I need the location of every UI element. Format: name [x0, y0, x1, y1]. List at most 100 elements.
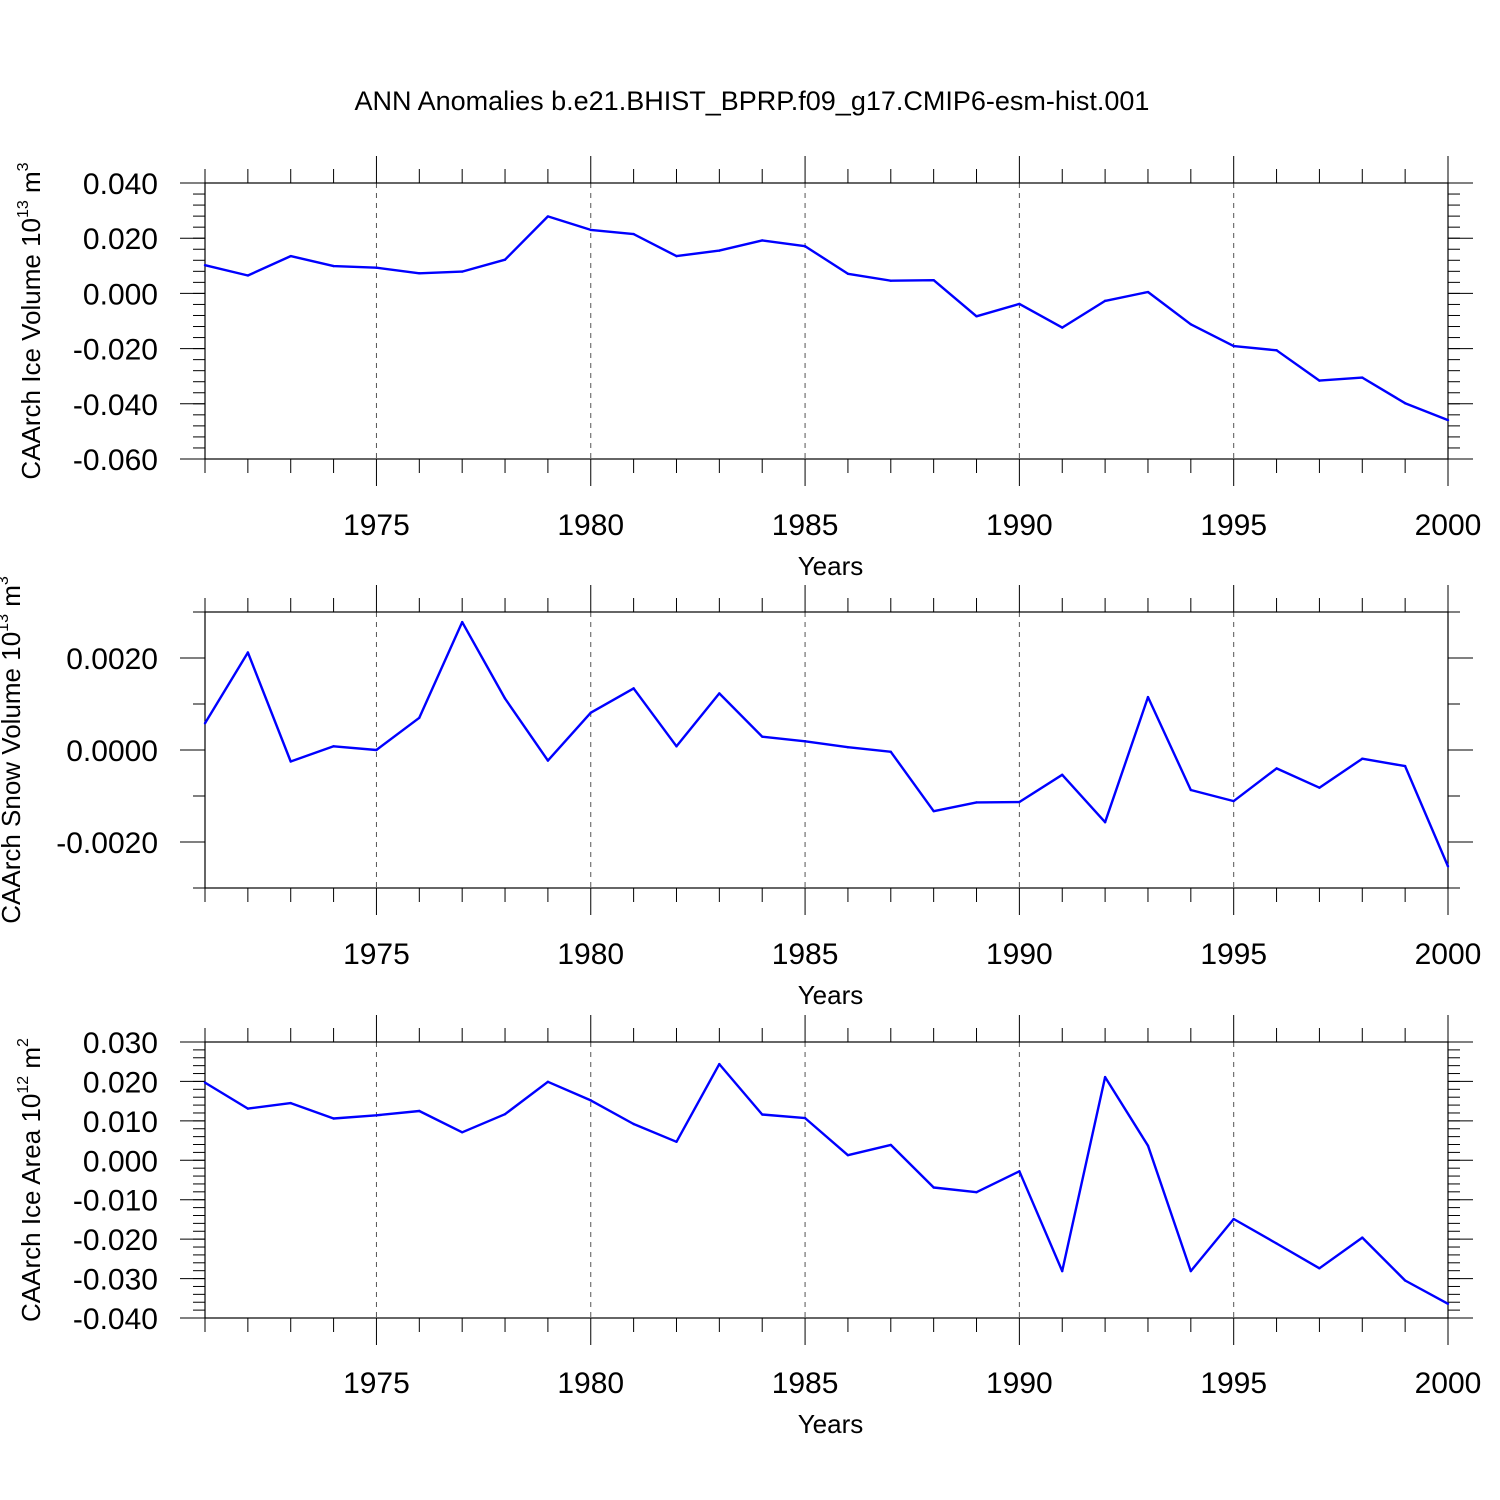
data-point	[1018, 302, 1021, 306]
x-tick-label: 1975	[343, 1367, 410, 1400]
y-tick-label: 0.030	[83, 1027, 158, 1060]
series-line	[204, 1062, 1449, 1305]
data-point	[846, 272, 850, 276]
y-tick-label: -0.010	[73, 1185, 158, 1218]
y-tick-label: 0.040	[83, 168, 158, 201]
data-point	[675, 745, 678, 748]
y-axis-label-unit: m	[16, 1047, 46, 1076]
data-point	[632, 687, 635, 690]
data-point	[589, 711, 592, 714]
data-point	[589, 228, 592, 232]
y-tick-label: 0.000	[83, 278, 158, 311]
data-point	[632, 1122, 635, 1126]
data-point	[375, 748, 378, 752]
data-point	[589, 1099, 592, 1102]
data-point	[1446, 1302, 1450, 1306]
panels: 0.040 0.020 0.000 -0.020 -0.040 -0.060 1975 198…	[0, 156, 1481, 1439]
y-axis-label-text: CAArch Snow Volume 10	[0, 632, 26, 924]
x-tick-label: 1995	[1200, 938, 1267, 971]
data-point	[375, 266, 378, 269]
data-point	[1018, 800, 1021, 804]
data-point	[632, 232, 635, 236]
data-point	[289, 254, 292, 258]
data-point	[1275, 349, 1278, 352]
x-axis-label: Years	[798, 1409, 864, 1439]
plot-frame	[204, 1041, 1449, 1319]
data-point	[1146, 290, 1150, 294]
data-point	[718, 249, 721, 252]
data-point	[718, 1062, 721, 1066]
data-point	[1146, 695, 1150, 699]
y-tick-label: -0.060	[73, 444, 158, 477]
y-axis-label-exponent: 12	[15, 1076, 32, 1094]
x-tick-label: 2000	[1415, 509, 1482, 542]
y-axis-label-unit-exponent: 3	[0, 576, 12, 585]
data-point	[460, 620, 464, 624]
data-point	[503, 1112, 507, 1116]
data-point	[1061, 773, 1064, 777]
data-point	[546, 759, 550, 762]
data-point	[418, 272, 421, 275]
y-axis-label-unit: m	[0, 585, 26, 614]
x-tick-label: 1985	[772, 938, 839, 971]
data-point	[332, 1117, 335, 1120]
y-tick-label: -0.020	[73, 334, 158, 367]
panel-1: 0.040 0.020 0.000 -0.020 -0.040 -0.060 1975 198…	[15, 156, 1481, 581]
data-point	[289, 760, 292, 763]
data-point	[1361, 376, 1364, 379]
data-point	[203, 722, 207, 725]
figure-title: ANN Anomalies b.e21.BHIST_BPRP.f09_g17.C…	[355, 86, 1150, 116]
data-point	[932, 809, 935, 813]
panel-2: 0.0020 0.0000 -0.0020 1975 1980 1985 1990 1995 2…	[0, 576, 1481, 1010]
x-tick-label: 1990	[986, 509, 1053, 542]
data-point	[846, 746, 850, 749]
y-axis-label-text: CAArch Ice Volume 10	[16, 218, 46, 480]
data-point	[846, 1153, 850, 1157]
data-point	[1403, 1279, 1407, 1282]
y-tick-label: 0.0020	[66, 643, 158, 676]
data-point	[246, 1107, 250, 1110]
data-point	[1232, 1217, 1235, 1221]
y-tick-label: -0.040	[73, 1303, 158, 1336]
data-point	[1103, 1075, 1107, 1079]
x-tick-label: 1990	[986, 938, 1053, 971]
data-point	[1403, 402, 1407, 405]
data-point	[1189, 323, 1193, 326]
data-point	[1061, 1269, 1064, 1273]
data-point	[460, 1131, 464, 1134]
data-point	[718, 692, 721, 695]
data-point	[1232, 344, 1235, 348]
data-point	[546, 1080, 550, 1084]
data-point	[975, 801, 978, 804]
y-axis-label-exponent: 13	[0, 614, 12, 632]
y-tick-label: -0.030	[73, 1264, 158, 1297]
data-point	[1275, 767, 1278, 770]
y-tick-label: 0.010	[83, 1106, 158, 1139]
data-point	[761, 1113, 764, 1116]
data-point	[503, 258, 507, 261]
data-point	[460, 270, 464, 273]
data-point	[1189, 1269, 1193, 1273]
series-line	[203, 620, 1450, 867]
x-tick-label: 1990	[986, 1367, 1053, 1400]
data-point	[289, 1101, 292, 1105]
y-tick-label: -0.040	[73, 389, 158, 422]
data-point	[803, 245, 807, 248]
y-axis-label-unit-exponent: 2	[15, 1038, 32, 1047]
y-tick-label: -0.0020	[56, 827, 158, 860]
data-point	[1146, 1144, 1150, 1147]
data-point	[932, 1186, 935, 1189]
x-tick-label: 1985	[772, 509, 839, 542]
data-point	[1189, 788, 1193, 792]
x-tick-label: 1980	[557, 509, 624, 542]
data-point	[375, 1114, 378, 1117]
data-point	[246, 651, 250, 654]
data-point	[546, 215, 550, 218]
data-point	[1018, 1170, 1021, 1173]
data-point	[889, 750, 892, 754]
series-line	[204, 215, 1449, 422]
x-tick-label: 1995	[1200, 509, 1267, 542]
y-tick-label: 0.0000	[66, 735, 158, 768]
data-point	[932, 278, 935, 282]
